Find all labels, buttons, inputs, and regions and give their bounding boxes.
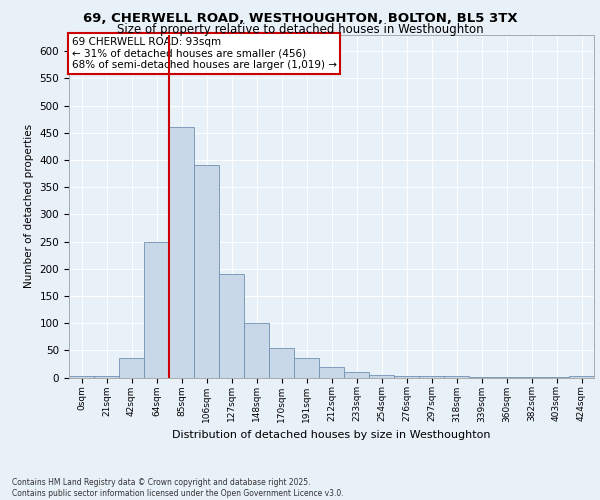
Text: 69, CHERWELL ROAD, WESTHOUGHTON, BOLTON, BL5 3TX: 69, CHERWELL ROAD, WESTHOUGHTON, BOLTON,… <box>83 12 517 26</box>
Text: Size of property relative to detached houses in Westhoughton: Size of property relative to detached ho… <box>116 22 484 36</box>
Bar <box>269 348 294 378</box>
Bar <box>494 377 519 378</box>
Bar <box>69 376 94 378</box>
Bar <box>169 128 194 378</box>
Text: Contains HM Land Registry data © Crown copyright and database right 2025.
Contai: Contains HM Land Registry data © Crown c… <box>12 478 344 498</box>
Bar <box>394 376 419 378</box>
Bar <box>369 375 394 378</box>
Bar <box>319 366 344 378</box>
Bar <box>144 242 169 378</box>
Bar <box>94 376 119 378</box>
Bar <box>469 377 494 378</box>
X-axis label: Distribution of detached houses by size in Westhoughton: Distribution of detached houses by size … <box>172 430 491 440</box>
Bar <box>544 377 569 378</box>
Bar <box>219 274 244 378</box>
Bar <box>194 166 219 378</box>
Bar <box>419 376 444 378</box>
Y-axis label: Number of detached properties: Number of detached properties <box>24 124 34 288</box>
Bar <box>344 372 369 378</box>
Bar <box>244 323 269 378</box>
Text: 69 CHERWELL ROAD: 93sqm
← 31% of detached houses are smaller (456)
68% of semi-d: 69 CHERWELL ROAD: 93sqm ← 31% of detache… <box>71 36 337 70</box>
Bar <box>519 377 544 378</box>
Bar <box>444 376 469 378</box>
Bar <box>569 376 594 378</box>
Bar <box>294 358 319 378</box>
Bar <box>119 358 144 378</box>
